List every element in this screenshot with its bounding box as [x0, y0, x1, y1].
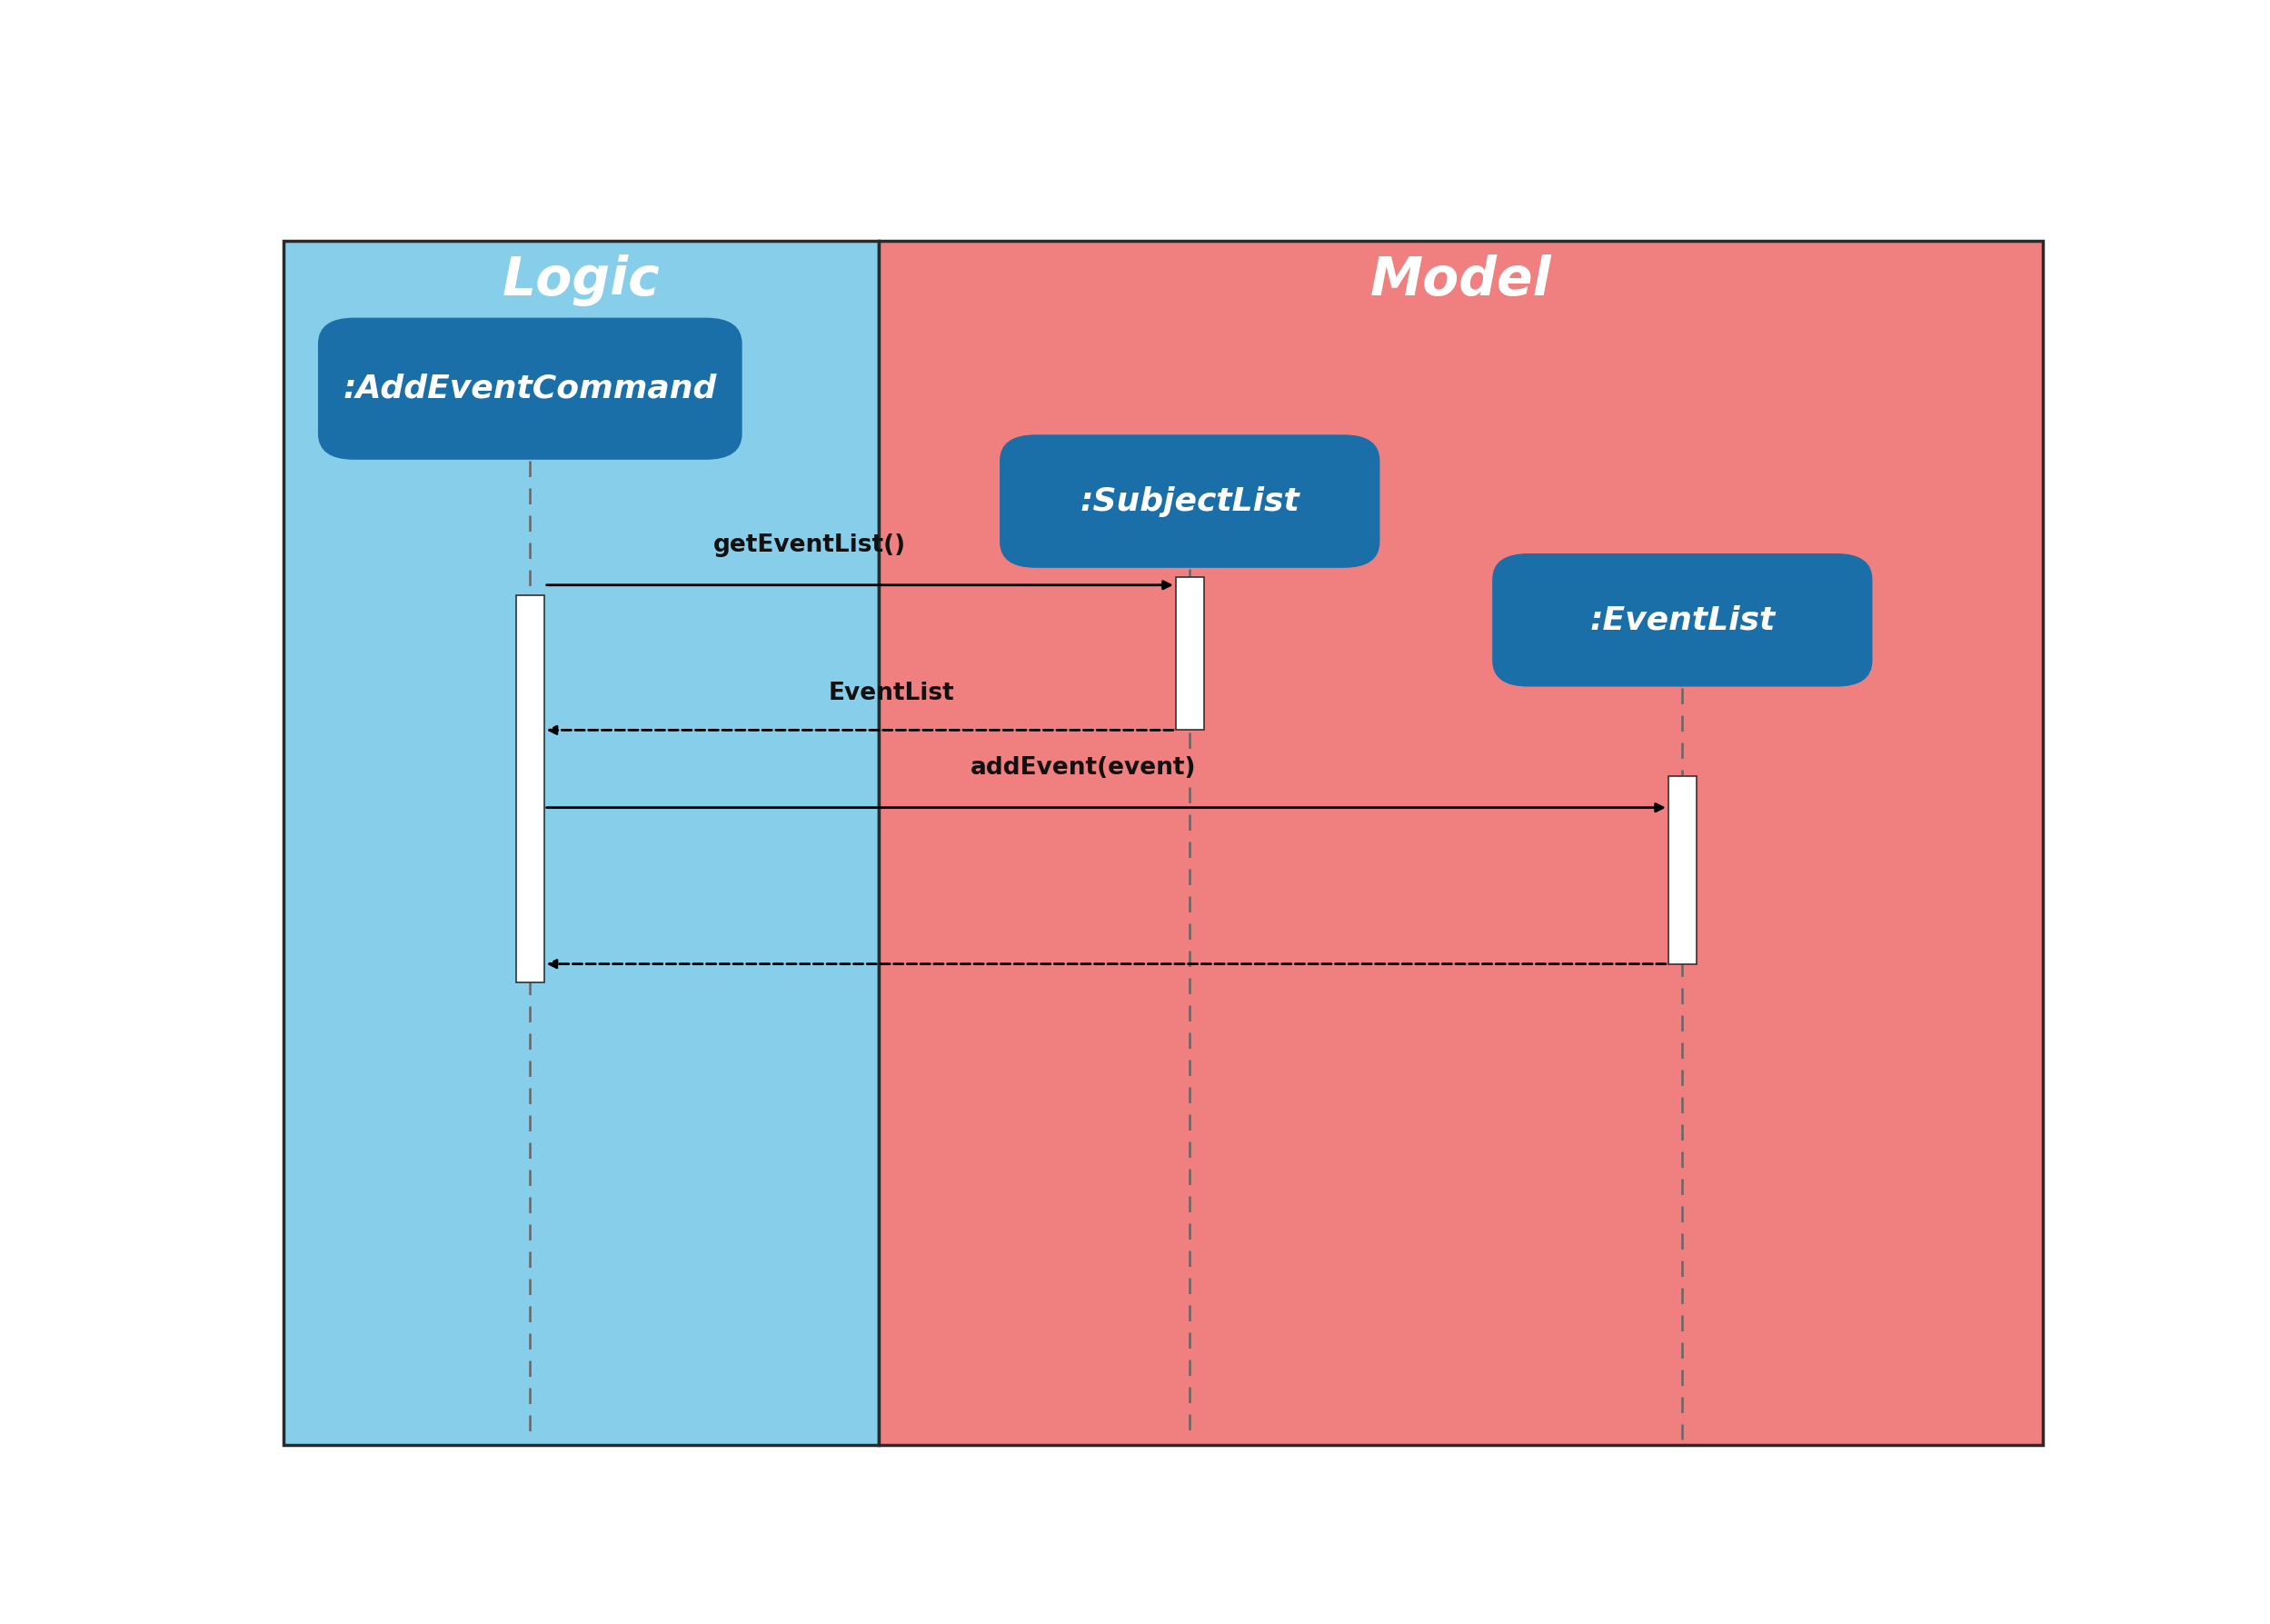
Bar [1176, 578, 1203, 731]
Text: Model: Model [1371, 253, 1550, 305]
Text: getEventList(): getEventList() [713, 534, 906, 557]
Bar [515, 400, 545, 445]
Bar [515, 594, 545, 983]
FancyBboxPatch shape [1001, 435, 1378, 567]
Bar [284, 240, 878, 1445]
Bar [1668, 776, 1696, 965]
FancyBboxPatch shape [1494, 554, 1870, 685]
FancyBboxPatch shape [318, 318, 740, 458]
Text: :AddEventCommand: :AddEventCommand [343, 374, 717, 404]
Text: Logic: Logic [502, 253, 661, 305]
Bar [878, 240, 2043, 1445]
Text: EventList: EventList [829, 682, 953, 705]
Text: addEvent(event): addEvent(event) [972, 757, 1196, 780]
Text: :SubjectList: :SubjectList [1081, 486, 1301, 516]
Text: :EventList: :EventList [1589, 604, 1775, 635]
